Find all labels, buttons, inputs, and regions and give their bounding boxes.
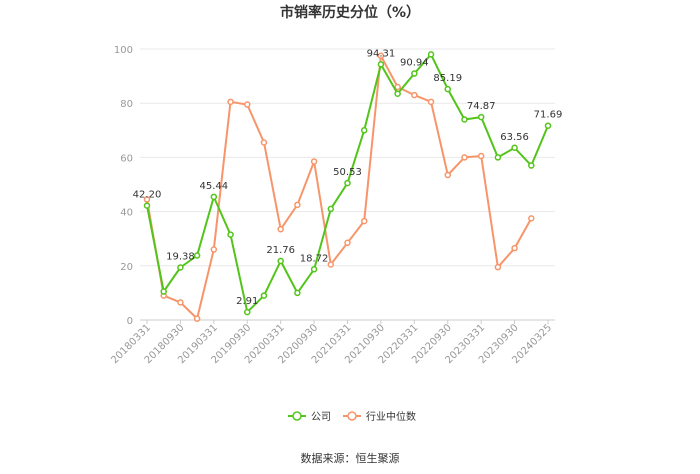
data-point[interactable] (394, 90, 401, 97)
data-point[interactable] (411, 70, 418, 77)
data-label: 2.91 (236, 296, 258, 307)
data-point[interactable] (377, 52, 385, 60)
data-point[interactable] (444, 85, 451, 93)
data-point[interactable] (327, 261, 335, 268)
data-label: 74.87 (467, 101, 496, 112)
data-label: 85.19 (433, 73, 462, 84)
data-point[interactable] (528, 162, 535, 169)
source-note: 数据来源：恒生聚源 (301, 451, 400, 465)
data-point[interactable] (244, 101, 251, 108)
data-point[interactable] (210, 246, 218, 253)
y-tick-label: 0 (127, 316, 133, 327)
data-point[interactable] (528, 215, 535, 222)
data-point[interactable] (511, 244, 518, 252)
legend-marker (347, 411, 357, 421)
data-label: 19.38 (166, 251, 195, 262)
data-point[interactable] (411, 91, 418, 99)
data-point[interactable] (310, 158, 318, 165)
data-point[interactable] (394, 83, 401, 91)
data-point[interactable] (244, 308, 251, 316)
data-point[interactable] (143, 202, 151, 209)
series-layer (143, 51, 552, 322)
data-point[interactable] (160, 288, 167, 295)
data-label: 45.44 (200, 181, 229, 192)
data-point[interactable] (277, 257, 284, 265)
data-label: 90.94 (400, 58, 429, 69)
data-point[interactable] (344, 239, 351, 247)
y-tick-label: 20 (120, 262, 133, 273)
data-point[interactable] (177, 264, 184, 271)
legend-label: 行业中位数 (366, 410, 416, 423)
data-point[interactable] (461, 154, 468, 161)
y-tick-label: 60 (120, 153, 133, 164)
data-point[interactable] (544, 122, 552, 129)
data-label: 21.76 (266, 245, 295, 256)
data-point[interactable] (427, 51, 435, 58)
data-labels: 42.20 19.38 45.44 2.91 21.76 18.72 50.53 94.31 9… (133, 48, 563, 307)
legend-marker (292, 411, 302, 421)
data-point[interactable] (494, 154, 502, 161)
data-label: 42.20 (133, 190, 162, 201)
data-point[interactable] (477, 113, 485, 121)
data-point[interactable] (260, 292, 268, 299)
data-point[interactable] (444, 171, 451, 179)
y-tick-label: 100 (114, 45, 133, 56)
data-point[interactable] (360, 127, 368, 134)
legend-item-0[interactable]: 公司 (288, 411, 331, 423)
data-point[interactable] (193, 315, 201, 322)
data-point[interactable] (427, 98, 435, 106)
data-label: 18.72 (300, 253, 329, 264)
data-label: 94.31 (367, 48, 396, 59)
chart-title: 市销率历史分位（%） (280, 4, 420, 21)
data-point[interactable] (143, 196, 151, 203)
data-point[interactable] (511, 144, 518, 152)
legend-item-1[interactable]: 行业中位数 (343, 410, 416, 423)
data-point[interactable] (227, 231, 234, 238)
data-point[interactable] (260, 139, 268, 146)
data-point[interactable] (227, 98, 234, 106)
data-point[interactable] (360, 217, 368, 225)
data-point[interactable] (477, 152, 485, 160)
data-point[interactable] (193, 252, 201, 259)
y-axis-ticks: 0 20 40 60 80 100 (114, 45, 133, 327)
data-point[interactable] (310, 266, 318, 273)
x-axis-ticks: 2018033120180930201903312019093020200331… (109, 320, 554, 366)
data-point[interactable] (461, 116, 468, 123)
data-point[interactable] (377, 61, 385, 68)
data-point[interactable] (294, 289, 301, 297)
data-label: 50.53 (333, 167, 362, 178)
data-point[interactable] (327, 205, 335, 213)
y-tick-label: 40 (120, 208, 133, 219)
data-point[interactable] (177, 299, 184, 306)
legend-label: 公司 (311, 412, 331, 423)
data-point[interactable] (277, 225, 284, 233)
data-point[interactable] (494, 263, 502, 271)
data-label: 63.56 (500, 132, 529, 143)
data-point[interactable] (344, 179, 351, 187)
data-label: 71.69 (534, 110, 563, 121)
data-point[interactable] (294, 201, 301, 209)
data-point[interactable] (210, 193, 218, 201)
legend[interactable]: 公司 行业中位数 (288, 410, 416, 423)
y-tick-label: 80 (120, 99, 133, 110)
